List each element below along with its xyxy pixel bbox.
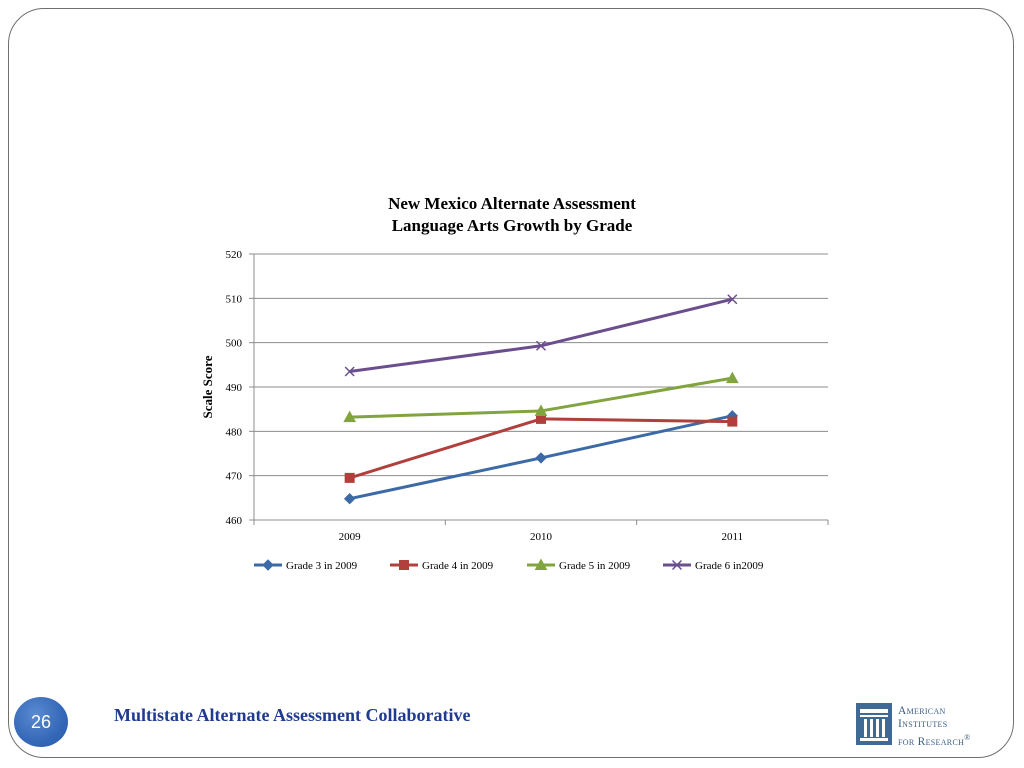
- series-1: [343, 410, 739, 505]
- y-tick-label: 520: [226, 249, 243, 261]
- data-point: [344, 366, 355, 377]
- series-3: [343, 371, 739, 423]
- data-point: [727, 294, 738, 305]
- y-tick-label: 480: [226, 426, 243, 438]
- x-tick-label: 2010: [530, 531, 553, 543]
- air-logo: American Institutes for Research®: [856, 703, 1006, 749]
- legend-marker: [262, 559, 274, 571]
- air-logo-line2: Institutes: [898, 718, 948, 730]
- legend-label: Grade 6 in2009: [695, 560, 764, 572]
- y-tick-label: 460: [226, 515, 243, 527]
- x-tick-label: 2009: [339, 531, 362, 543]
- x-tick-label: 2011: [722, 531, 744, 543]
- chart-title-line2: Language Arts Growth by Grade: [392, 216, 633, 235]
- data-point: [727, 416, 738, 427]
- air-logo-text: American Institutes for Research®: [898, 705, 971, 749]
- data-point: [344, 472, 355, 483]
- page-number-badge: 26: [14, 697, 68, 747]
- legend-label: Grade 4 in 2009: [422, 560, 494, 572]
- y-tick-label: 500: [226, 338, 243, 350]
- series-line: [349, 297, 733, 373]
- y-tick-label: 510: [226, 293, 243, 305]
- air-logo-line3: for Research: [898, 735, 965, 748]
- data-point: [534, 404, 548, 416]
- chart-title-line1: New Mexico Alternate Assessment: [388, 194, 636, 213]
- legend-item: Grade 5 in 2009: [527, 558, 631, 572]
- y-tick-label: 470: [226, 471, 243, 483]
- line-chart: New Mexico Alternate Assessment Language…: [200, 194, 829, 572]
- legend-label: Grade 5 in 2009: [559, 560, 631, 572]
- y-tick-label: 490: [226, 382, 243, 394]
- y-axis-label: Scale Score: [200, 355, 215, 418]
- data-point: [535, 340, 547, 351]
- air-logo-registered: ®: [964, 733, 971, 742]
- legend-item: Grade 3 in 2009: [254, 559, 358, 572]
- data-point: [343, 493, 356, 505]
- legend-label: Grade 3 in 2009: [286, 560, 358, 572]
- air-logo-line1: American: [898, 705, 946, 717]
- data-point: [535, 452, 547, 464]
- series-2: [344, 413, 738, 483]
- legend-marker: [534, 558, 548, 570]
- slide-frame: [8, 8, 1014, 758]
- footer-title: Multistate Alternate Assessment Collabor…: [114, 705, 471, 725]
- data-point: [725, 371, 739, 384]
- legend-marker: [671, 559, 683, 571]
- legend-item: Grade 6 in2009: [663, 559, 764, 572]
- series-4: [344, 294, 738, 377]
- legend-marker: [399, 560, 409, 570]
- data-point: [343, 410, 357, 423]
- air-building-icon: [856, 703, 892, 745]
- legend-item: Grade 4 in 2009: [390, 560, 494, 572]
